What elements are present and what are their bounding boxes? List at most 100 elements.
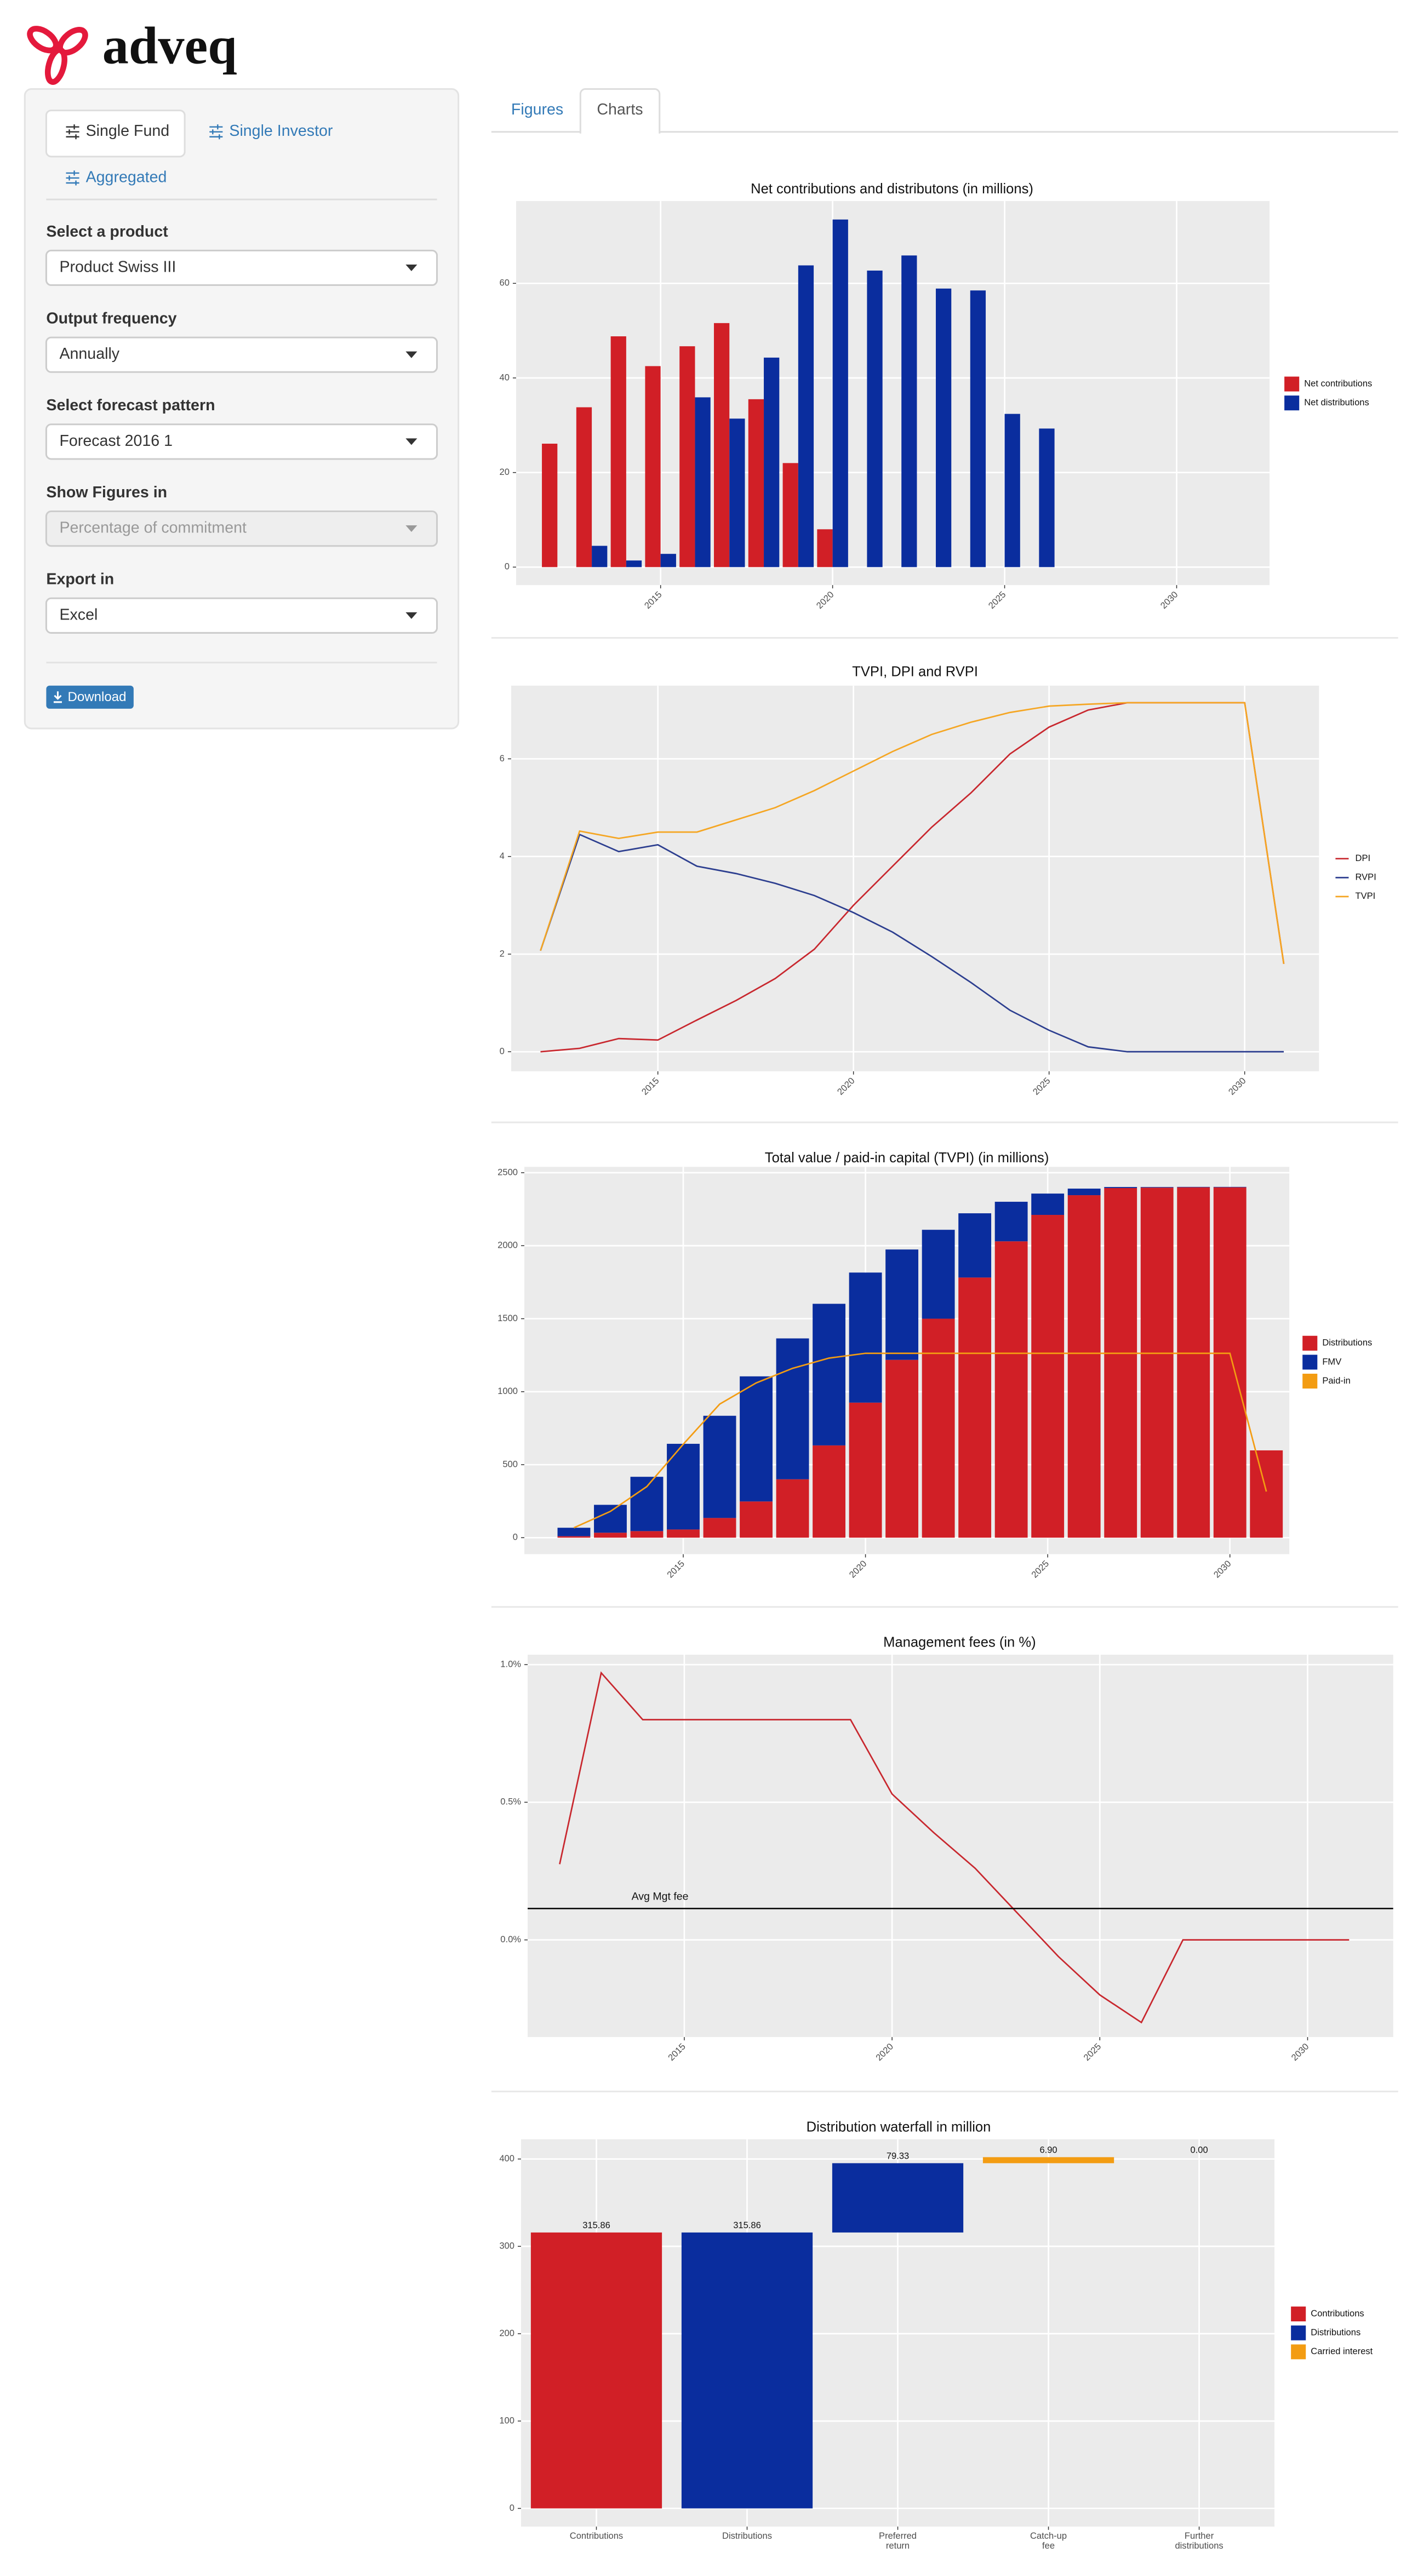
y-tick-label: 0 xyxy=(505,561,510,572)
select-box[interactable] xyxy=(45,336,438,373)
bar-segment xyxy=(1067,1195,1101,1538)
value-label: 315.86 xyxy=(582,2220,610,2230)
download-icon xyxy=(53,691,62,703)
bar xyxy=(748,399,764,567)
y-tick-label: 0 xyxy=(510,2503,514,2513)
field-label: Export in xyxy=(46,571,114,588)
sliders-icon xyxy=(66,124,79,140)
legend-label: FMV xyxy=(1322,1356,1341,1367)
x-tick-label: 2020 xyxy=(835,1075,856,1097)
sidebar-tabs: Single Fund Single Investor Aggregated xyxy=(66,122,333,186)
download-button[interactable]: Download xyxy=(46,685,134,709)
bar-segment xyxy=(994,1241,1028,1538)
sidebar-tab-label[interactable]: Single Investor xyxy=(229,122,333,140)
y-tick-label: 6 xyxy=(500,753,505,764)
legend-label: Net distributions xyxy=(1304,397,1369,408)
legend-key xyxy=(1291,2307,1306,2322)
bar-segment xyxy=(1213,1187,1247,1538)
main-tab-label[interactable]: Figures xyxy=(511,101,563,118)
y-tick-label: 60 xyxy=(500,278,510,288)
bar-segment xyxy=(703,1518,736,1538)
select-box[interactable] xyxy=(45,597,438,634)
sidebar-tab[interactable]: Aggregated xyxy=(66,169,167,186)
main-tabs: Figures Charts xyxy=(511,88,661,134)
y-tick-label: 40 xyxy=(500,372,510,382)
y-tick-label: 2000 xyxy=(498,1240,518,1250)
bar xyxy=(645,366,661,567)
legend-label: Distributions xyxy=(1322,1338,1372,1348)
select[interactable]: Forecast 2016 1 xyxy=(45,423,438,460)
sidebar-tab-label[interactable]: Aggregated xyxy=(86,169,167,186)
legend-label: Paid-in xyxy=(1322,1375,1350,1386)
x-tick-label: Preferred return xyxy=(879,2531,917,2551)
select-caret xyxy=(405,525,418,532)
field-label: Output frequency xyxy=(46,310,176,328)
x-tick-label: 2015 xyxy=(642,589,664,611)
select-value[interactable]: Annually xyxy=(59,345,119,363)
select-value[interactable]: Excel xyxy=(59,606,98,623)
download-label[interactable]: Download xyxy=(68,690,127,704)
bar-segment xyxy=(1104,1187,1137,1538)
bar-segment xyxy=(557,1536,591,1538)
bar-segment xyxy=(703,1415,736,1518)
bar-segment xyxy=(776,1338,809,1479)
bar xyxy=(610,336,626,567)
select-value[interactable]: Forecast 2016 1 xyxy=(59,432,173,450)
select[interactable]: Excel xyxy=(45,597,438,634)
bar-segment xyxy=(922,1230,955,1319)
field-label: Select a product xyxy=(46,223,168,240)
bar xyxy=(713,323,730,567)
value-label: 315.86 xyxy=(733,2220,761,2230)
x-tick-label: Distributions xyxy=(722,2531,772,2541)
select[interactable]: Product Swiss III xyxy=(45,249,438,286)
chart-title: Distribution waterfall in million xyxy=(807,2119,991,2135)
value-label: 79.33 xyxy=(887,2151,909,2161)
bar-segment xyxy=(630,1477,664,1531)
download-button-bg[interactable] xyxy=(46,685,134,709)
y-tick-label: 400 xyxy=(499,2153,514,2164)
x-tick-label: 2030 xyxy=(1226,1075,1248,1097)
x-tick-label: Contributions xyxy=(570,2531,623,2541)
select-box[interactable] xyxy=(45,423,438,460)
select-caret xyxy=(405,264,418,271)
y-tick-label: 0 xyxy=(513,1532,518,1542)
bar xyxy=(1004,414,1020,567)
bar xyxy=(764,357,780,567)
x-tick-label: Catch-up fee xyxy=(1030,2531,1067,2551)
chart: Net contributions and distributons (in m… xyxy=(500,181,1373,611)
chart: Distribution waterfall in million 0 100 200… xyxy=(499,2119,1373,2551)
bar xyxy=(542,444,558,567)
bar-segment xyxy=(958,1277,992,1538)
bar xyxy=(970,290,986,567)
legend-label: Contributions xyxy=(1311,2308,1364,2319)
y-tick-label: 0.5% xyxy=(500,1797,521,1807)
select-value[interactable]: Product Swiss III xyxy=(59,259,176,276)
select-caret xyxy=(405,351,418,358)
y-tick-label: 100 xyxy=(499,2415,514,2425)
reference-label: Avg Mgt fee xyxy=(632,1890,689,1902)
x-tick-label: 2025 xyxy=(986,589,1008,611)
bar-segment xyxy=(667,1529,700,1538)
bar xyxy=(817,529,833,567)
select-box[interactable] xyxy=(45,249,438,286)
waterfall-bar xyxy=(832,2163,964,2233)
sidebar-tab-label[interactable]: Single Fund xyxy=(86,122,170,140)
select[interactable]: Annually xyxy=(45,336,438,373)
y-tick-label: 0 xyxy=(500,1046,505,1057)
main-tab-label[interactable]: Charts xyxy=(597,101,643,118)
bar xyxy=(935,288,952,567)
sidebar-tab[interactable]: Single Fund xyxy=(66,122,170,140)
bar-segment xyxy=(1067,1189,1101,1196)
active-main-tab-box xyxy=(579,88,661,134)
select: Percentage of commitment xyxy=(45,510,438,547)
bar-segment xyxy=(1177,1187,1210,1538)
chart-title: TVPI, DPI and RVPI xyxy=(852,664,978,679)
line-series xyxy=(573,1352,1267,1529)
sidebar-tab[interactable]: Single Investor xyxy=(209,122,333,140)
plot-panel xyxy=(511,685,1319,1071)
bar-segment xyxy=(1104,1187,1137,1188)
chart-title: Management fees (in %) xyxy=(883,1635,1036,1650)
y-tick-label: 2 xyxy=(500,948,505,959)
y-tick-label: 300 xyxy=(499,2241,514,2251)
bar-segment xyxy=(958,1213,992,1278)
